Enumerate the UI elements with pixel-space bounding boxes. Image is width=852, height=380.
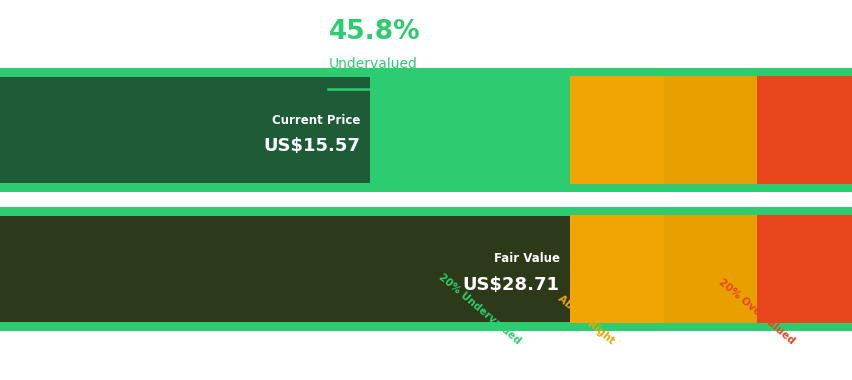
Bar	[757, 207, 852, 331]
Bar	[0, 323, 852, 331]
Text: About Right: About Right	[556, 293, 616, 346]
Text: Undervalued: Undervalued	[328, 57, 417, 71]
Text: US$15.57: US$15.57	[262, 137, 360, 155]
Bar	[569, 68, 663, 192]
Bar	[0, 77, 370, 183]
Text: 20% Undervalued: 20% Undervalued	[436, 272, 522, 346]
Bar	[0, 207, 852, 214]
Text: 20% Overvalued: 20% Overvalued	[716, 277, 796, 346]
Text: Fair Value: Fair Value	[493, 252, 559, 266]
Text: 45.8%: 45.8%	[328, 19, 419, 45]
Bar	[0, 68, 569, 192]
Bar	[663, 68, 757, 192]
Bar	[0, 207, 569, 331]
Bar	[663, 207, 757, 331]
Bar	[0, 68, 852, 76]
Text: US$28.71: US$28.71	[462, 276, 559, 294]
Bar	[0, 216, 569, 322]
Text: Current Price: Current Price	[271, 114, 360, 127]
Bar	[757, 68, 852, 192]
Bar	[569, 207, 663, 331]
Bar	[0, 185, 852, 192]
